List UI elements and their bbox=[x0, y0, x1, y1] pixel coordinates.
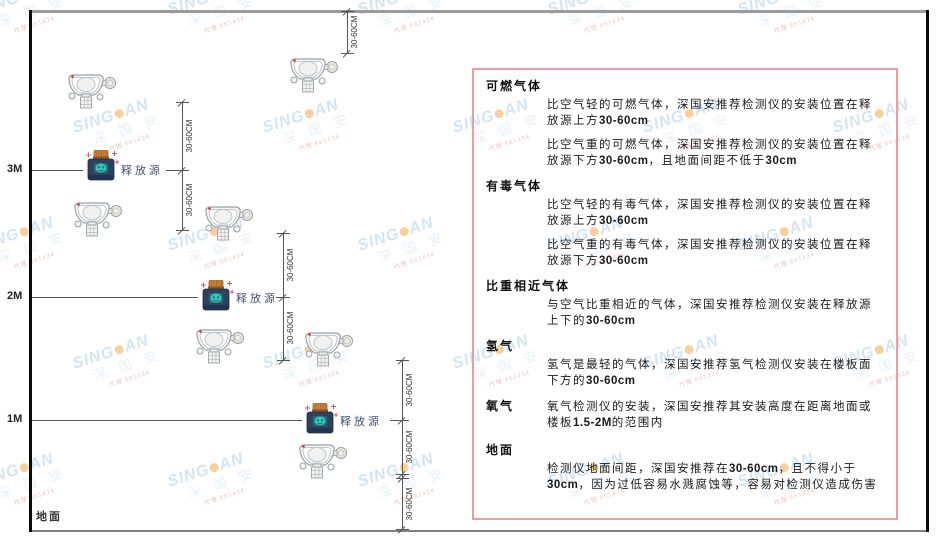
level-line bbox=[32, 170, 83, 171]
floor-label: 地面 bbox=[36, 511, 62, 523]
gas-detector-icon bbox=[303, 326, 353, 375]
release-source-icon bbox=[83, 150, 119, 187]
dimension-line bbox=[347, 11, 348, 53]
section-paragraph: 氢气是最轻的气体，深国安推荐氢气检测仪安装在楼板面下方的30-60cm bbox=[547, 359, 872, 387]
dimension-line bbox=[182, 102, 183, 230]
dimension-label: 30-60CM bbox=[286, 248, 295, 282]
dimension-line bbox=[402, 360, 403, 529]
gas-detector-icon bbox=[72, 196, 122, 245]
section-title: 比重相近气体 bbox=[486, 279, 571, 293]
gas-detector-icon bbox=[66, 68, 116, 117]
panel-section-5: 地面检测仪地面间距，深国安推荐在30-60cm，且不得小于30cm，因为过低容易… bbox=[486, 441, 884, 493]
dimension-label: 30-60CM bbox=[185, 183, 194, 217]
dimension-label: 30-60CM bbox=[405, 487, 414, 521]
dimension-label: 30-60CM bbox=[405, 373, 414, 407]
gas-detector-icon bbox=[194, 323, 244, 372]
dimension-label: 30-60CM bbox=[185, 119, 194, 153]
right-wall-line bbox=[926, 10, 929, 532]
release-source-label: 释放源 bbox=[340, 416, 382, 428]
panel-section-3: 氢气氢气是最轻的气体，深国安推荐氢气检测仪安装在楼板面下方的30-60cm bbox=[486, 337, 884, 389]
section-paragraph: 氧气检测仪的安装，深国安推荐其安装高度在距离地面或楼板1.5-2M的范围内 bbox=[547, 401, 872, 429]
section-title: 可燃气体 bbox=[486, 79, 543, 93]
level-line bbox=[32, 420, 302, 421]
dimension-label: 30-60CM bbox=[405, 430, 414, 464]
panel-section-0: 可燃气体 比空气轻的可燃气体，深国安推荐检测仪的安装位置在释放源上方30-60cm… bbox=[486, 77, 884, 169]
ceiling-line bbox=[30, 10, 928, 13]
release-source-label: 释放源 bbox=[236, 293, 278, 305]
height-label: 1M bbox=[7, 413, 23, 425]
release-source-label: 释放源 bbox=[121, 165, 163, 177]
section-paragraph: 比空气重的有毒气体，深国安推荐检测仪的安装位置在释放源下方30-60cm bbox=[547, 239, 872, 267]
panel-section-4: 氧气 氧气检测仪的安装，深国安推荐其安装高度在距离地面或楼板1.5-2M的范围内 bbox=[486, 397, 884, 439]
height-label: 3M bbox=[7, 163, 23, 175]
section-paragraph: 比空气轻的可燃气体，深国安推荐检测仪的安装位置在释放源上方30-60cm bbox=[547, 99, 872, 127]
release-source-icon bbox=[302, 403, 338, 440]
level-line bbox=[32, 297, 198, 298]
section-title: 氢气 bbox=[486, 339, 515, 353]
level-connector-line bbox=[166, 170, 182, 171]
panel-section-1: 有毒气体 比空气轻的有毒气体，深国安推荐检测仪的安装位置在释放源上方30-60cm… bbox=[486, 177, 884, 269]
panel-section-2: 比重相近气体与空气比重相近的气体，深国安推荐检测仪安装在释放源上下的30-60c… bbox=[486, 277, 884, 329]
section-title: 氧气 bbox=[486, 399, 515, 413]
dimension-label: 30-60CM bbox=[286, 311, 295, 345]
section-paragraph: 比空气重的可燃气体，深国安推荐检测仪的安装位置在释放源下方30-60cm，且地面… bbox=[547, 139, 872, 167]
height-label: 2M bbox=[7, 290, 23, 302]
section-title: 地面 bbox=[486, 443, 515, 457]
section-title: 有毒气体 bbox=[486, 179, 543, 193]
left-wall-line bbox=[29, 10, 32, 532]
floor-line bbox=[30, 530, 928, 532]
release-source-icon bbox=[198, 280, 234, 317]
section-paragraph: 检测仪地面间距，深国安推荐在30-60cm，且不得小于30cm，因为过低容易水溅… bbox=[547, 463, 878, 491]
gas-detector-icon bbox=[297, 438, 347, 487]
gas-detector-icon bbox=[288, 52, 338, 101]
info-panel: 可燃气体 比空气轻的可燃气体，深国安推荐检测仪的安装位置在释放源上方30-60cm… bbox=[472, 68, 898, 520]
section-paragraph: 比空气轻的有毒气体，深国安推荐检测仪的安装位置在释放源上方30-60cm bbox=[547, 199, 872, 227]
gas-detector-icon bbox=[203, 200, 253, 249]
section-paragraph: 与空气比重相近的气体，深国安推荐检测仪安装在释放源上下的30-60cm bbox=[547, 299, 872, 327]
dimension-label: 30-60CM bbox=[350, 15, 359, 49]
